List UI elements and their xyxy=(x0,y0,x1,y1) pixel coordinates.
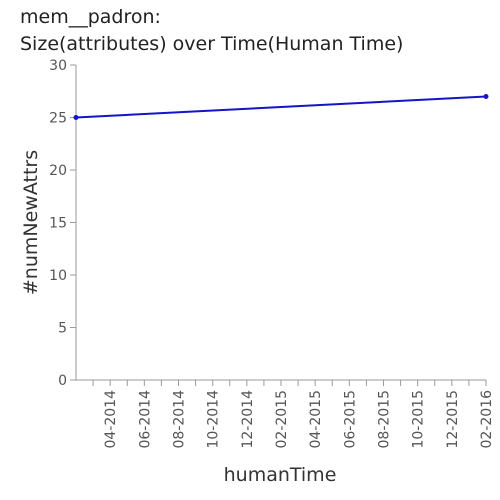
data-point xyxy=(73,115,79,120)
y-axis-ticks: 0 5 10 15 20 25 30 xyxy=(49,58,76,389)
chart-title: mem__padron: xyxy=(20,6,161,28)
y-tick-label: 0 xyxy=(58,373,67,389)
x-tick-label: 08-2014 xyxy=(172,390,188,449)
x-tick-label: 10-2015 xyxy=(411,390,427,449)
x-tick-label: 02-2015 xyxy=(274,390,290,449)
y-tick-label: 30 xyxy=(49,58,67,74)
x-tick-label: 08-2015 xyxy=(377,390,393,449)
data-point xyxy=(483,94,489,99)
x-tick-label: 12-2014 xyxy=(240,390,256,449)
x-tick-label: 02-2016 xyxy=(479,390,495,449)
y-tick-label: 5 xyxy=(58,321,67,337)
y-tick-label: 15 xyxy=(49,216,67,232)
y-tick-label: 25 xyxy=(49,111,67,127)
series-layer xyxy=(73,94,489,120)
y-tick-label: 10 xyxy=(49,268,67,284)
x-tick-label: 12-2015 xyxy=(445,390,461,449)
x-tick-label: 06-2014 xyxy=(137,390,153,449)
x-axis-label: humanTime xyxy=(224,464,337,486)
x-tick-label: 04-2015 xyxy=(308,390,324,449)
series-line xyxy=(75,95,487,119)
x-tick-label: 04-2014 xyxy=(103,390,119,449)
chart-subtitle: Size(attributes) over Time(Human Time) xyxy=(20,33,404,55)
x-tick-label: 06-2015 xyxy=(342,390,358,449)
x-tick-label: 10-2014 xyxy=(206,390,222,449)
y-axis-label: #numNewAttrs xyxy=(20,150,42,295)
y-tick-label: 20 xyxy=(49,163,67,179)
axes xyxy=(75,65,486,381)
x-axis-ticks: 04-2014 06-2014 08-2014 10-2014 12-2014 02-20… xyxy=(92,380,495,449)
